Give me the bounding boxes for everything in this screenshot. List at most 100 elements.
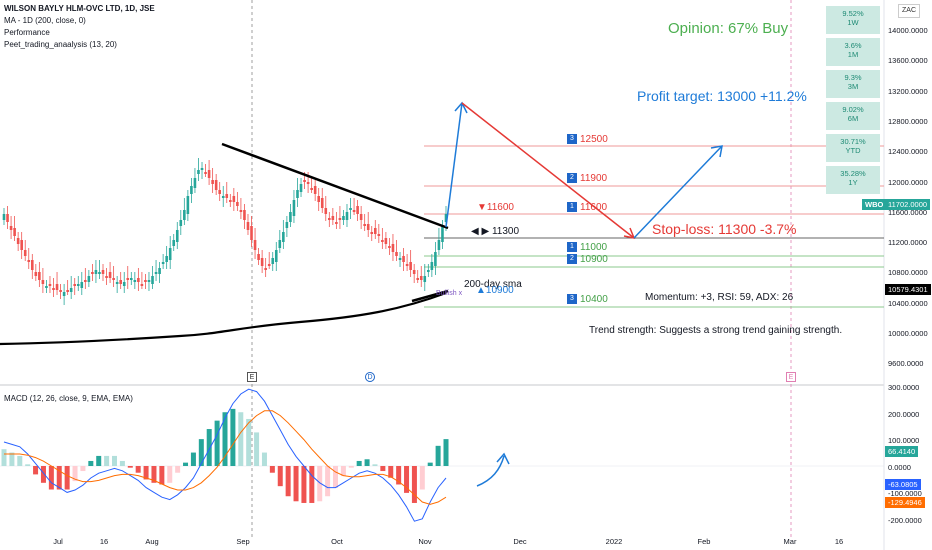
macd-tick: -100.0000	[888, 489, 922, 498]
candle-body	[98, 272, 101, 274]
candle-body	[225, 194, 229, 198]
trend-strength-label[interactable]: Trend strength: Suggests a strong trend …	[589, 325, 843, 336]
level-badge: 2	[567, 173, 577, 184]
candle-body	[324, 208, 328, 214]
triangle-down-icon: ▼	[477, 202, 487, 213]
candle-body	[27, 260, 31, 262]
performance-indicator-title[interactable]: Performance	[4, 28, 50, 37]
candle-body	[48, 284, 52, 286]
candle-body	[342, 216, 345, 220]
momentum-label[interactable]: Momentum: +3, RSI: 59, ADX: 26	[645, 292, 794, 303]
candle-body	[232, 196, 236, 202]
performance-value: 30.71%	[840, 137, 866, 146]
candle-body	[229, 200, 232, 202]
candle-body	[292, 200, 296, 216]
macd-histogram-bar	[435, 445, 441, 466]
candle-body	[140, 284, 144, 286]
candle-body	[119, 280, 122, 284]
candle-body	[34, 272, 38, 276]
sma-200-label[interactable]: 200-day sma	[464, 279, 522, 290]
price-tick: 12400.0000	[888, 147, 928, 157]
stop-loss-label[interactable]: Stop-loss: 11300 -3.7%	[652, 221, 797, 237]
candle-body	[335, 222, 338, 224]
price-tick: 12000.0000	[888, 177, 928, 187]
ma-indicator-title[interactable]: MA - 1D (200, close, 0)	[4, 16, 86, 25]
candle-body	[204, 172, 207, 174]
macd-histogram-bar	[1, 449, 7, 466]
macd-histogram-bar	[56, 466, 62, 490]
candle-body	[193, 178, 197, 188]
candle-body	[405, 264, 409, 266]
macd-histogram-bar	[48, 466, 54, 490]
candle-body	[289, 212, 292, 222]
candle-body	[23, 250, 27, 256]
candle-body	[2, 214, 6, 220]
candle-body	[331, 216, 335, 220]
candle-body	[80, 282, 84, 288]
level-lines	[424, 145, 884, 308]
candle-body	[87, 276, 91, 282]
dividend-event-icon[interactable]: D	[365, 372, 375, 382]
macd-tick: 0.0000	[888, 462, 911, 472]
price-level-label[interactable]: 1 11600	[567, 202, 607, 213]
price-level-label[interactable]: 3 12500	[567, 134, 608, 145]
price-level-label[interactable]: 2 10900	[567, 254, 608, 265]
currency-button[interactable]: ZAC	[898, 4, 920, 18]
macd-histogram-bar	[135, 466, 141, 473]
peet-indicator-title[interactable]: Peet_trading_anaalysis (13, 20)	[4, 40, 117, 49]
performance-period: 3M	[847, 82, 859, 91]
candle-body	[55, 284, 59, 290]
signal-line	[4, 410, 447, 505]
price-tick: 11200.0000	[888, 238, 928, 248]
candle-body	[30, 260, 34, 270]
macd-histogram-bar	[9, 452, 15, 466]
price-level-label[interactable]: 1 11000	[567, 242, 607, 253]
profit-target-label[interactable]: Profit target: 13000 +11.2%	[637, 88, 807, 104]
candle-body	[427, 270, 430, 272]
macd-tick: -200.0000	[888, 515, 922, 525]
candle-body	[306, 182, 310, 184]
price-level-label[interactable]: 3 10400	[567, 294, 608, 305]
price-level-label[interactable]: 2 11900	[567, 173, 607, 184]
level-badge: 2	[567, 254, 577, 265]
macd-histogram-bar	[96, 455, 102, 466]
candle-body	[402, 256, 405, 262]
buy-marker[interactable]: ▲10900	[476, 285, 514, 296]
candle-body	[246, 222, 250, 230]
future-earnings-event-icon[interactable]: E	[786, 372, 796, 382]
upper-trendline[interactable]	[221, 142, 449, 230]
time-tick: 2022	[605, 537, 623, 546]
opinion-label[interactable]: Opinion: 67% Buy	[668, 20, 789, 37]
lower-trendline[interactable]	[411, 289, 449, 303]
macd-line	[3, 388, 447, 522]
macd-title[interactable]: MACD (12, 26, close, 9, EMA, EMA)	[4, 394, 133, 403]
performance-cell-1y: 35.28% 1Y	[826, 166, 880, 194]
candle-body	[108, 272, 112, 278]
sma-200-line[interactable]	[0, 291, 447, 346]
triangle-up-icon: ▲	[476, 285, 486, 296]
macd-histogram-bar	[301, 466, 307, 503]
candle-body	[282, 232, 285, 242]
sell-marker[interactable]: ▼11600	[477, 202, 514, 213]
candle-body	[101, 270, 105, 274]
macd-arrow[interactable]	[476, 455, 505, 487]
macd-histogram-bar	[419, 466, 425, 490]
macd-histogram-bar	[396, 466, 402, 485]
time-tick: 16	[99, 537, 109, 546]
candle-body	[398, 258, 402, 260]
candle-body	[388, 246, 391, 248]
earnings-event-icon[interactable]: E	[247, 372, 257, 382]
macd-histogram-bar	[340, 466, 346, 477]
macd-histogram-bar	[380, 466, 386, 472]
performance-period: 1M	[847, 50, 859, 59]
symbol-title[interactable]: WILSON BAYLY HLM-OVC LTD, 1D, JSE	[4, 4, 155, 13]
projection-drawing[interactable]	[445, 101, 723, 240]
candle-body	[161, 262, 165, 264]
candle-body	[363, 224, 366, 226]
macd-histogram-bar	[119, 460, 125, 466]
time-tick: Jul	[53, 537, 63, 546]
candle-body	[115, 282, 119, 284]
macd-histogram-bar	[285, 466, 291, 497]
stop-arrow-marker[interactable]: ◀ ▶ 11300	[471, 226, 519, 237]
